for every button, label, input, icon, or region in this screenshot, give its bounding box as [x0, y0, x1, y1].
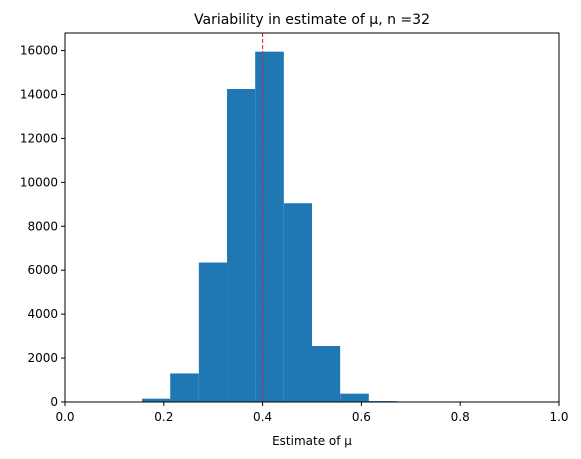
x-axis-label: Estimate of μ	[272, 434, 352, 448]
histogram-bar	[198, 262, 228, 402]
histogram-bar	[170, 373, 199, 402]
histogram-bar	[142, 398, 171, 402]
histogram-bar	[283, 203, 312, 402]
y-tick-label: 0	[50, 395, 58, 409]
y-axis: 0 2000 4000 6000 8000 10000 12000 14000 16000	[20, 44, 65, 409]
x-tick-label: 0.6	[352, 410, 371, 424]
x-tick-label: 0.8	[451, 410, 470, 424]
x-tick-label: 1.0	[549, 410, 568, 424]
y-tick-label: 14000	[20, 88, 58, 102]
histogram-bar	[227, 89, 256, 403]
x-tick-label: 0.2	[154, 410, 173, 424]
x-tick-label: 0.0	[55, 410, 74, 424]
y-tick-label: 6000	[27, 263, 58, 277]
histogram-bar	[312, 345, 341, 402]
histogram-bar	[340, 393, 369, 402]
histogram-bar	[255, 51, 284, 402]
plot-frame	[64, 32, 560, 403]
y-tick-label: 16000	[20, 44, 58, 58]
chart-title: Variability in estimate of μ, n =32	[194, 12, 430, 28]
y-tick-label: 10000	[20, 175, 58, 189]
y-tick-label: 4000	[27, 307, 58, 321]
y-tick-label: 2000	[27, 351, 58, 365]
x-tick-label: 0.4	[253, 410, 272, 424]
y-tick-label: 12000	[20, 131, 58, 145]
x-axis: 0.0 0.2 0.4 0.6 0.8 1.0	[55, 402, 569, 424]
histogram-bars	[142, 51, 397, 403]
y-tick-label: 8000	[27, 219, 58, 233]
